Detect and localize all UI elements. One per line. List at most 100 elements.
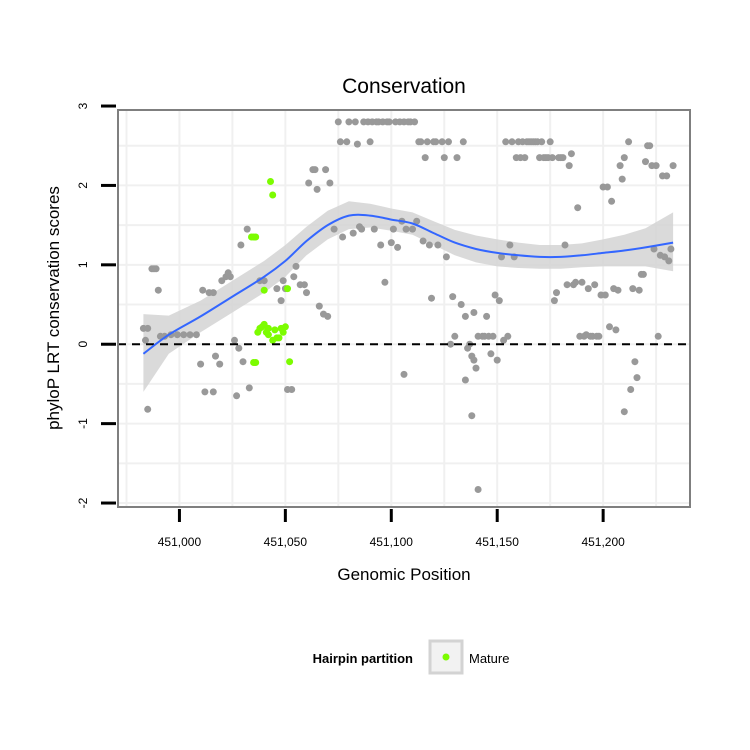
- data-point: [578, 278, 586, 286]
- data-point: [574, 204, 582, 212]
- data-point-mature: [271, 326, 279, 334]
- data-point: [506, 241, 514, 249]
- data-point: [470, 356, 478, 364]
- data-point: [595, 332, 603, 340]
- x-tick-label: 451,000: [158, 535, 202, 549]
- data-point: [591, 281, 599, 289]
- data-point: [652, 162, 660, 170]
- data-point: [315, 302, 323, 310]
- data-point: [311, 166, 319, 174]
- data-point: [567, 150, 575, 158]
- data-point: [243, 225, 251, 233]
- data-point: [432, 138, 440, 146]
- data-point: [322, 166, 330, 174]
- y-tick-label: 3: [76, 102, 90, 109]
- data-point: [349, 229, 357, 237]
- data-point: [231, 336, 238, 344]
- data-point: [235, 344, 243, 352]
- data-point-mature: [252, 359, 260, 366]
- data-point: [565, 162, 573, 170]
- data-point: [423, 138, 431, 146]
- data-point: [425, 241, 433, 249]
- data-point: [387, 239, 395, 247]
- data-point: [377, 241, 385, 249]
- data-point: [472, 364, 480, 372]
- data-point: [468, 412, 476, 420]
- data-point: [197, 360, 205, 368]
- y-tick-label: -2: [76, 497, 90, 508]
- data-point: [434, 241, 442, 249]
- data-point: [142, 336, 149, 344]
- data-point: [561, 241, 569, 249]
- data-point: [461, 312, 469, 320]
- data-point: [300, 281, 308, 289]
- chart-title: Conservation: [342, 75, 466, 98]
- y-axis-title: phyloP LRT conservation scores: [44, 186, 63, 430]
- data-point: [502, 138, 510, 146]
- data-point: [559, 154, 567, 162]
- data-point: [627, 386, 635, 393]
- legend-label-mature: Mature: [469, 651, 509, 666]
- data-point: [553, 289, 560, 297]
- data-point: [313, 185, 321, 193]
- x-axis-ticks: 451,000 451,050 451,100 451,150 451,200: [158, 509, 625, 549]
- data-point: [606, 323, 613, 331]
- x-axis-title: Genomic Position: [337, 565, 470, 584]
- data-point-mature: [286, 358, 294, 366]
- data-point: [504, 332, 512, 340]
- data-point: [563, 281, 571, 289]
- data-point: [447, 340, 455, 348]
- y-tick-label: 2: [76, 182, 90, 189]
- data-point: [616, 162, 624, 170]
- data-point: [305, 179, 313, 187]
- data-point: [226, 273, 234, 281]
- y-tick-label: -1: [76, 418, 90, 429]
- data-point: [584, 285, 592, 293]
- data-point: [411, 118, 419, 126]
- data-point: [440, 154, 448, 162]
- data-point: [663, 172, 671, 180]
- data-point: [470, 309, 478, 316]
- data-point: [650, 245, 658, 253]
- data-point: [144, 324, 152, 332]
- data-point-mature: [264, 324, 272, 332]
- data-point: [209, 289, 217, 297]
- data-point: [620, 408, 628, 416]
- legend-title: Hairpin partition: [313, 651, 413, 666]
- data-point: [339, 233, 347, 241]
- data-point-mature: [284, 285, 291, 293]
- data-point: [389, 225, 397, 233]
- data-point: [461, 376, 469, 384]
- data-point: [366, 138, 374, 146]
- data-point: [186, 331, 194, 339]
- data-point-mature: [264, 331, 272, 339]
- data-point: [154, 286, 162, 294]
- confidence-ribbon: [143, 201, 674, 392]
- data-point: [633, 374, 641, 382]
- data-point: [654, 332, 662, 340]
- data-point-mature: [279, 328, 287, 336]
- data-point: [631, 358, 639, 366]
- data-point: [351, 118, 359, 126]
- data-point-mature: [269, 191, 277, 199]
- data-point: [438, 138, 446, 146]
- data-point: [394, 243, 402, 251]
- x-tick-label: 451,050: [264, 535, 308, 549]
- ribbon-area: [143, 201, 674, 392]
- smooth-line-path: [142, 213, 674, 355]
- data-point: [212, 352, 219, 360]
- data-point: [233, 392, 241, 400]
- y-tick-label: 1: [76, 261, 90, 268]
- data-point: [209, 388, 217, 396]
- data-point: [601, 291, 609, 299]
- data-point: [292, 262, 300, 270]
- data-point: [324, 312, 332, 320]
- data-point: [152, 265, 160, 273]
- data-point: [345, 118, 353, 126]
- data-point-mature: [252, 233, 260, 241]
- data-point: [487, 350, 495, 358]
- data-point: [277, 297, 285, 305]
- data-point: [457, 301, 465, 308]
- x-tick-label: 451,200: [581, 535, 625, 549]
- x-tick-label: 451,100: [370, 535, 414, 549]
